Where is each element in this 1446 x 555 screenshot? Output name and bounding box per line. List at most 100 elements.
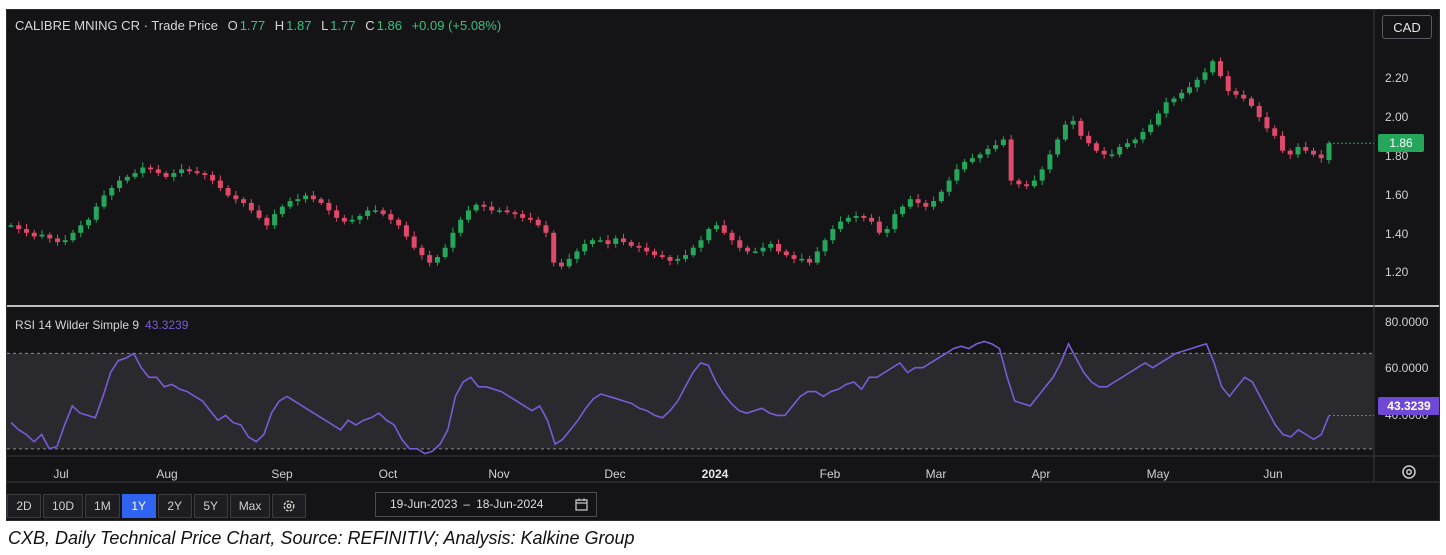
candle-body — [1039, 169, 1045, 181]
candle-body — [55, 238, 61, 243]
calendar-icon[interactable] — [575, 498, 588, 511]
candle-body — [1117, 146, 1123, 155]
candle-body — [1016, 180, 1022, 185]
candle-body — [365, 210, 371, 216]
candle-body — [783, 251, 789, 256]
candle-body — [551, 232, 557, 263]
candle-body — [93, 206, 99, 220]
candle-body — [636, 245, 642, 248]
candle-body — [675, 258, 681, 261]
price-axis-label: 2.20 — [1385, 71, 1409, 85]
date-range-from: 19-Jun-2023 — [390, 497, 458, 511]
time-axis-label: Jul — [53, 467, 69, 481]
candle-body — [465, 210, 471, 220]
timeframe-2d-button[interactable]: 2D — [7, 494, 41, 518]
candle-body — [853, 215, 859, 218]
price-axis-label: 2.00 — [1385, 110, 1409, 124]
candle-body — [620, 238, 626, 243]
candle-body — [8, 225, 14, 227]
candle-body — [179, 169, 185, 174]
candle-body — [171, 173, 177, 177]
candle-body — [814, 251, 820, 263]
chart-settings-icon[interactable] — [1401, 464, 1417, 480]
time-axis-label: 2024 — [701, 467, 729, 481]
candle-body — [683, 255, 689, 259]
ohlc-high-key: H — [274, 18, 285, 33]
timeframe-1y-button[interactable]: 1Y — [121, 494, 156, 518]
candle-body — [605, 240, 611, 244]
candle-body — [295, 199, 301, 202]
price-axis-label: 1.40 — [1385, 227, 1409, 241]
candle-body — [124, 176, 130, 181]
candle-body — [543, 225, 549, 233]
candle-body — [1225, 76, 1231, 92]
candle-body — [334, 210, 340, 218]
candle-body — [589, 240, 595, 244]
candle-body — [667, 257, 673, 261]
candle-body — [535, 219, 541, 226]
candle-body — [1217, 61, 1223, 77]
currency-selector-button[interactable]: CAD — [1382, 15, 1432, 39]
chart-canvas[interactable] — [7, 10, 1440, 521]
candle-body — [140, 167, 146, 174]
candle-body — [737, 240, 743, 248]
candle-body — [830, 229, 836, 241]
candle-body — [388, 214, 394, 220]
candlestick-series — [8, 57, 1374, 270]
candle-body — [132, 173, 138, 177]
timeframe-max-button[interactable]: Max — [229, 494, 271, 518]
candle-body — [78, 225, 84, 233]
candle-body — [993, 145, 999, 149]
timeframe-5y-button[interactable]: 5Y — [193, 494, 228, 518]
candle-body — [721, 225, 727, 233]
candle-body — [411, 236, 417, 248]
candle-body — [1194, 79, 1200, 88]
candle-body — [1148, 124, 1154, 133]
candle-body — [504, 210, 510, 213]
candle-body — [752, 251, 758, 253]
candle-body — [1233, 91, 1239, 95]
candle-body — [380, 210, 386, 215]
timeframe-10d-button[interactable]: 10D — [43, 494, 84, 518]
candle-body — [1318, 154, 1324, 159]
candle-body — [1326, 143, 1332, 161]
candle-body — [450, 232, 456, 248]
candle-body — [1171, 98, 1177, 103]
candle-body — [31, 232, 37, 237]
candle-body — [163, 173, 169, 177]
candle-body — [1202, 72, 1208, 80]
date-range-picker[interactable]: 19-Jun-2023–18-Jun-2024 — [375, 492, 597, 517]
candle-body — [101, 195, 107, 207]
candle-body — [1124, 143, 1130, 147]
timeframe-2y-button[interactable]: 2Y — [157, 494, 192, 518]
date-range-to: 18-Jun-2024 — [476, 497, 544, 511]
candle-body — [349, 219, 355, 222]
time-axis-label: Oct — [378, 467, 398, 481]
instrument-legend: CALIBRE MNING CR · Trade Price O 1.77 H 1.… — [15, 18, 501, 33]
candle-body — [776, 243, 782, 252]
time-axis-label: Nov — [488, 467, 510, 481]
candle-body — [566, 258, 572, 267]
rsi-label: RSI 14 Wilder Simple 9 — [15, 318, 140, 332]
candle-body — [512, 212, 518, 215]
time-axis-label: Sep — [271, 467, 293, 481]
timeframe-1m-button[interactable]: 1M — [85, 494, 120, 518]
gear-icon — [283, 500, 295, 512]
candle-body — [822, 240, 828, 252]
candle-body — [16, 225, 22, 230]
timeframe-settings-button[interactable] — [272, 494, 307, 518]
candle-body — [1000, 139, 1006, 146]
candle-body — [915, 199, 921, 203]
candle-body — [977, 154, 983, 159]
candle-body — [962, 161, 968, 170]
candle-body — [202, 173, 208, 175]
rsi-axis-label: 60.0000 — [1385, 361, 1429, 375]
candle-body — [520, 214, 526, 218]
time-axis-label: Dec — [604, 467, 626, 481]
candle-body — [287, 201, 293, 207]
candle-body — [403, 225, 409, 237]
candle-body — [279, 206, 285, 215]
candle-body — [1287, 150, 1293, 155]
candle-body — [489, 206, 495, 211]
candle-body — [264, 217, 270, 226]
